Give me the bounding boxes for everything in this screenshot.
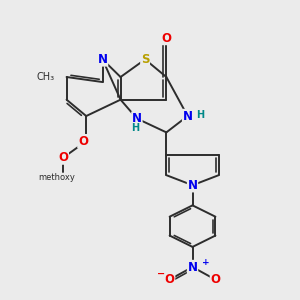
Text: S: S	[141, 53, 149, 66]
Text: H: H	[196, 110, 204, 120]
Text: methoxy: methoxy	[38, 173, 75, 182]
Text: CH₃: CH₃	[37, 72, 55, 82]
Text: N: N	[188, 179, 197, 192]
Text: O: O	[165, 273, 175, 286]
Text: N: N	[98, 53, 108, 66]
Text: O: O	[210, 273, 220, 286]
Text: O: O	[78, 135, 88, 148]
Text: −: −	[157, 269, 165, 279]
Text: O: O	[58, 151, 68, 164]
Text: +: +	[202, 258, 210, 267]
Text: O: O	[161, 32, 171, 44]
Text: N: N	[132, 112, 142, 125]
Text: N: N	[188, 260, 197, 274]
Text: N: N	[183, 110, 193, 122]
Text: H: H	[131, 123, 139, 133]
